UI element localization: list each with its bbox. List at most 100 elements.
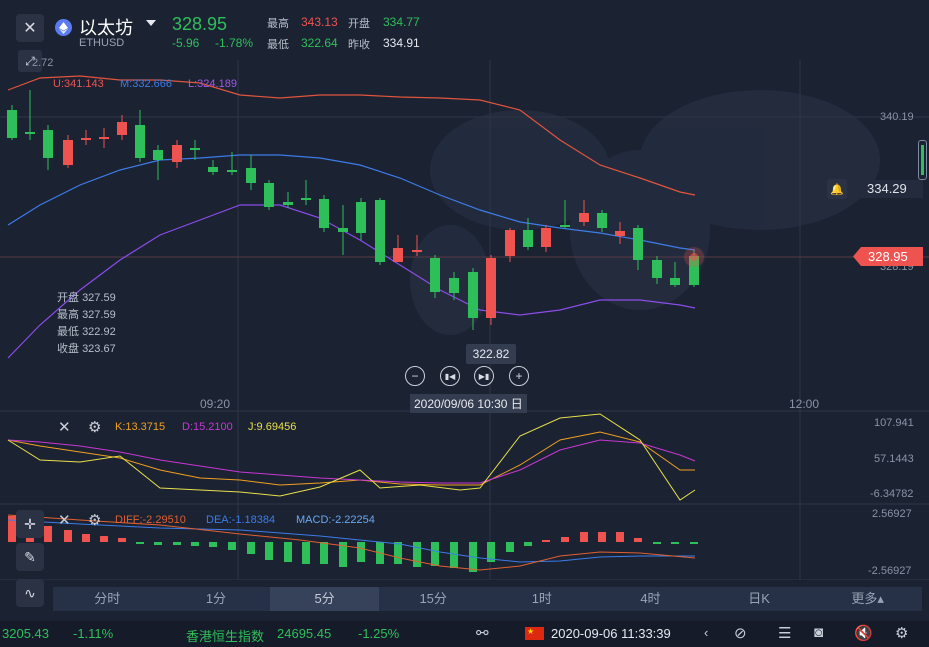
status-datetime: 2020-09-06 11:33:39 bbox=[551, 626, 671, 641]
tab-5min[interactable]: 5分 bbox=[270, 587, 379, 611]
tab-more[interactable]: 更多▴ bbox=[851, 591, 884, 606]
status-bar: 3205.43 -1.11% 香港恒生指数 24695.45 -1.25% ⚯ … bbox=[0, 621, 929, 647]
expand-icon: ⤢ bbox=[25, 53, 35, 68]
candlestick-chart[interactable] bbox=[0, 0, 929, 580]
menu-icon[interactable]: ☰ bbox=[778, 625, 792, 642]
kdj-j-line bbox=[7, 413, 696, 501]
gear-icon: ⚙ bbox=[88, 512, 102, 529]
macd-bar bbox=[524, 542, 532, 546]
candle-body bbox=[135, 125, 145, 158]
candle-body bbox=[541, 228, 551, 247]
close-icon: ✕ bbox=[58, 512, 71, 529]
price-change-pct: -1.78% bbox=[215, 36, 254, 50]
tab-timeshare[interactable]: 分时 bbox=[94, 591, 121, 606]
kdj-close-button[interactable]: ✕ bbox=[58, 418, 71, 436]
chevron-down-icon[interactable] bbox=[146, 20, 156, 26]
candle-body bbox=[579, 213, 589, 222]
indicator-tool-button[interactable]: ∿ bbox=[16, 579, 44, 607]
macd-dea-label: DEA:-1.18384 bbox=[206, 514, 276, 526]
candle-body bbox=[319, 199, 329, 228]
axis-label-top: 340.19 bbox=[880, 111, 914, 123]
tab-day[interactable]: 日K bbox=[748, 591, 770, 606]
macd-bar bbox=[394, 542, 402, 564]
prev-close-value: 334.91 bbox=[383, 36, 420, 50]
settings-icon[interactable]: ⚙ bbox=[895, 625, 909, 642]
alert-price-tag: 334.29 bbox=[853, 180, 923, 198]
candle-body bbox=[301, 198, 311, 200]
macd-bar bbox=[265, 542, 273, 560]
macd-bar bbox=[284, 542, 292, 562]
kdj-settings-button[interactable]: ⚙ bbox=[88, 418, 101, 436]
low-price-marker: 322.82 bbox=[466, 344, 516, 364]
candle-body bbox=[393, 248, 403, 262]
draw-tool-button[interactable]: ✎ bbox=[16, 543, 44, 571]
macd-bar bbox=[690, 542, 698, 544]
candle-body bbox=[560, 225, 570, 227]
macd-bar bbox=[413, 542, 421, 567]
index-pct: -1.25% bbox=[358, 626, 400, 641]
price-change: -5.96 bbox=[172, 36, 200, 50]
candle-body bbox=[505, 230, 515, 256]
tooltip-high-label: 最高 bbox=[57, 309, 79, 321]
tooltip-low: 322.92 bbox=[82, 326, 116, 338]
mute-icon[interactable]: 🔇 bbox=[854, 625, 873, 642]
high-value: 343.13 bbox=[301, 15, 338, 29]
close-button[interactable]: ✕ bbox=[16, 14, 44, 42]
tab-15min[interactable]: 15分 bbox=[419, 591, 447, 606]
candle-body bbox=[190, 148, 200, 150]
candle-body bbox=[25, 132, 35, 134]
fullscreen-button[interactable]: ⤢ bbox=[18, 50, 42, 72]
close-icon: ✕ bbox=[23, 20, 37, 37]
ticker-value: 3205.43 bbox=[2, 626, 49, 641]
macd-bar bbox=[247, 542, 255, 554]
macd-value-label: MACD:-2.22254 bbox=[296, 514, 375, 526]
scroll-start-button[interactable]: ▮◀ bbox=[440, 366, 460, 386]
kdj-d-label: D:15.2100 bbox=[182, 421, 233, 433]
macd-settings-button[interactable]: ⚙ bbox=[88, 511, 101, 529]
candle-body bbox=[652, 260, 662, 278]
tab-4hour[interactable]: 4时 bbox=[640, 591, 661, 606]
boll-lower-label: L:324.189 bbox=[188, 78, 237, 90]
tooltip-low-label: 最低 bbox=[57, 326, 79, 338]
macd-bar bbox=[506, 542, 514, 552]
current-price: 328.95 bbox=[868, 249, 908, 264]
candle-body bbox=[670, 278, 680, 285]
macd-close-button[interactable]: ✕ bbox=[58, 511, 71, 529]
candle-body bbox=[81, 138, 91, 140]
chevron-left-icon[interactable]: ‹ bbox=[704, 625, 709, 640]
candle-body bbox=[7, 110, 17, 138]
boll-middle-label: M:332.666 bbox=[120, 78, 172, 90]
macd-bar bbox=[598, 532, 606, 542]
tooltip-close-label: 收盘 bbox=[57, 343, 79, 355]
volume-slider[interactable] bbox=[918, 140, 927, 180]
network-icon[interactable]: ⚯ bbox=[476, 625, 489, 642]
macd-bar bbox=[173, 542, 181, 545]
candle-body bbox=[633, 228, 643, 260]
bell-icon: 🔔 bbox=[830, 183, 844, 196]
tab-1hour[interactable]: 1时 bbox=[531, 591, 552, 606]
ticker-pct: -1.11% bbox=[73, 626, 114, 641]
macd-bar bbox=[100, 536, 108, 542]
camera-icon[interactable]: ◙ bbox=[814, 624, 824, 641]
scroll-end-button[interactable]: ▶▮ bbox=[474, 366, 494, 386]
candle-body bbox=[375, 200, 385, 262]
macd-axis-bottom: -2.56927 bbox=[868, 565, 912, 577]
no-draw-icon[interactable]: ⊘ bbox=[734, 625, 747, 642]
candle-body bbox=[283, 202, 293, 205]
tooltip-open: 327.59 bbox=[82, 292, 116, 304]
page-title[interactable]: 以太坊 bbox=[79, 18, 133, 38]
candle-body bbox=[117, 122, 127, 135]
kdj-axis-top: 107.941 bbox=[874, 417, 914, 429]
kdj-k-line bbox=[7, 431, 695, 486]
macd-bar bbox=[431, 542, 439, 566]
candles bbox=[7, 90, 699, 330]
symbol-label: ETHUSD bbox=[79, 37, 125, 49]
index-name[interactable]: 香港恒生指数 bbox=[186, 629, 265, 644]
zoom-out-button[interactable]: − bbox=[405, 366, 425, 386]
tab-1min[interactable]: 1分 bbox=[205, 591, 227, 606]
zoom-in-button[interactable]: + bbox=[509, 366, 529, 386]
candle-body bbox=[689, 256, 699, 285]
candle-body bbox=[430, 258, 440, 292]
crosshair-tool-button[interactable]: ✛ bbox=[16, 510, 44, 538]
price-alert-button[interactable]: 🔔 bbox=[827, 179, 847, 199]
